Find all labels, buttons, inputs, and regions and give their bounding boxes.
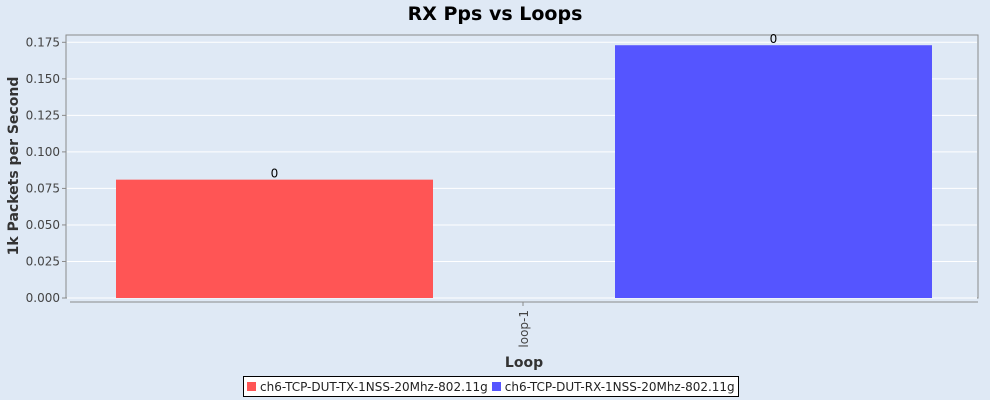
data-label-series-2: 0	[770, 32, 778, 46]
x-tick-label: loop-1	[517, 310, 531, 348]
legend-swatch-rx	[491, 382, 501, 391]
y-axis-ticks: 0.000 0.025 0.050 0.075 0.100 0.125 0.150 0.175	[26, 35, 66, 305]
x-axis-label: Loop	[505, 355, 543, 371]
legend-item-rx: ch6-TCP-DUT-RX-1NSS-20Mhz-802.11g	[491, 379, 735, 394]
y-axis-label: 1k Packets per Second	[6, 77, 22, 256]
bar-series-2	[615, 45, 932, 298]
legend-label-tx: ch6-TCP-DUT-TX-1NSS-20Mhz-802.11g	[260, 379, 488, 394]
y-tick-label: 0.025	[26, 254, 60, 268]
y-tick-label: 0.050	[26, 218, 60, 232]
legend: ch6-TCP-DUT-TX-1NSS-20Mhz-802.11g ch6-TC…	[243, 376, 739, 397]
bar-series-1	[116, 179, 433, 298]
y-tick-label: 0.175	[26, 35, 60, 49]
bars	[116, 45, 932, 298]
y-tick-label: 0.150	[26, 72, 60, 86]
legend-label-rx: ch6-TCP-DUT-RX-1NSS-20Mhz-802.11g	[504, 379, 735, 394]
y-tick-label: 0.100	[26, 145, 60, 159]
y-tick-label: 0.075	[26, 181, 60, 195]
y-tick-label: 0.125	[26, 108, 60, 122]
data-labels: 00	[271, 32, 778, 180]
legend-item-tx: ch6-TCP-DUT-TX-1NSS-20Mhz-802.11g	[247, 380, 488, 394]
legend-swatch-tx	[247, 382, 256, 391]
data-label-series-1: 0	[271, 167, 279, 181]
chart-title: RX Pps vs Loops	[408, 3, 583, 25]
y-tick-label: 0.000	[26, 291, 60, 305]
